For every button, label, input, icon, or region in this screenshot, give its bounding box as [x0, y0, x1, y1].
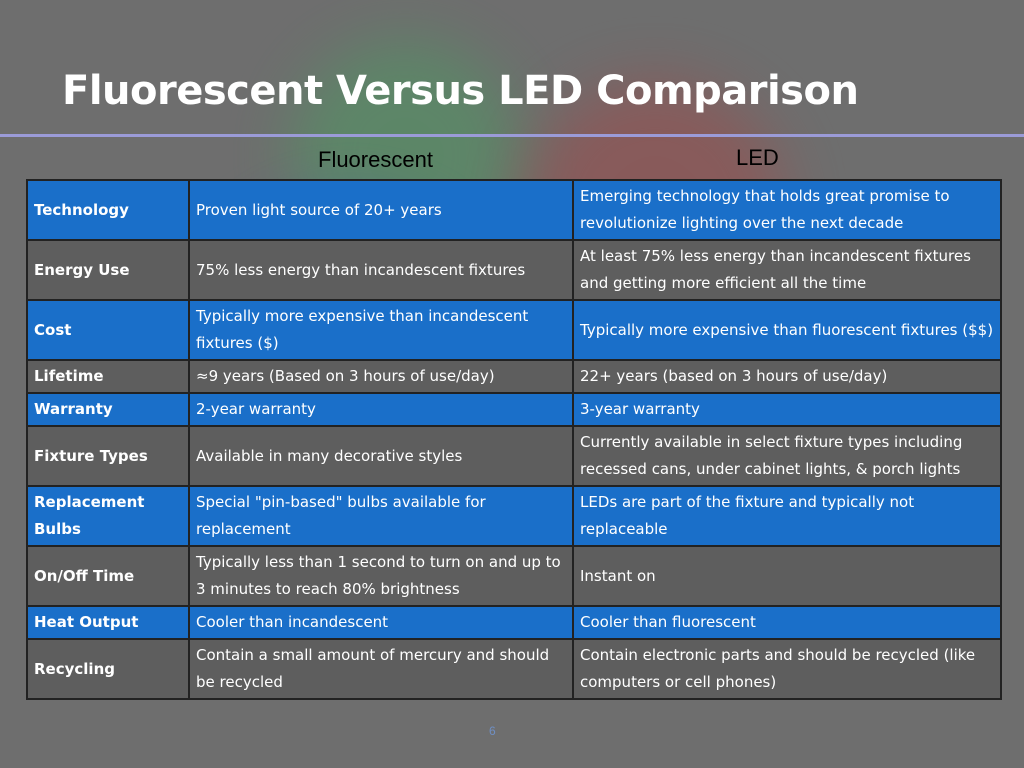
row-label: On/Off Time: [26, 545, 190, 607]
table-row: Replacement Bulbs Special "pin-based" bul…: [26, 485, 1002, 547]
row-label: Warranty: [26, 392, 190, 427]
led-cell: 22+ years (based on 3 hours of use/day): [572, 359, 1002, 394]
fluorescent-cell: Special "pin-based" bulbs available for …: [188, 485, 574, 547]
fluorescent-cell: Typically more expensive than incandesce…: [188, 299, 574, 361]
row-label: Replacement Bulbs: [26, 485, 190, 547]
title-divider: [0, 134, 1024, 137]
row-label: Technology: [26, 179, 190, 241]
led-cell: Contain electronic parts and should be r…: [572, 638, 1002, 700]
row-label: Fixture Types: [26, 425, 190, 487]
led-cell: LEDs are part of the fixture and typical…: [572, 485, 1002, 547]
comparison-table: Technology Proven light source of 20+ yea…: [26, 179, 1002, 700]
table-row: Energy Use 75% less energy than incandesc…: [26, 239, 1002, 301]
slide-title: Fluorescent Versus LED Comparison: [62, 68, 859, 114]
column-header-fluorescent: Fluorescent: [318, 147, 433, 172]
fluorescent-cell: Typically less than 1 second to turn on …: [188, 545, 574, 607]
row-label: Heat Output: [26, 605, 190, 640]
led-cell: Cooler than fluorescent: [572, 605, 1002, 640]
row-label: Cost: [26, 299, 190, 361]
table-row: Technology Proven light source of 20+ yea…: [26, 179, 1002, 241]
table-row: Lifetime ≈9 years (Based on 3 hours of us…: [26, 359, 1002, 394]
led-cell: Instant on: [572, 545, 1002, 607]
table-row: Cost Typically more expensive than incand…: [26, 299, 1002, 361]
page-number: 6: [489, 724, 496, 738]
led-cell: Currently available in select fixture ty…: [572, 425, 1002, 487]
fluorescent-cell: Cooler than incandescent: [188, 605, 574, 640]
fluorescent-cell: Proven light source of 20+ years: [188, 179, 574, 241]
table-row: Heat Output Cooler than incandescent Coole…: [26, 605, 1002, 640]
table-row: On/Off Time Typically less than 1 second …: [26, 545, 1002, 607]
led-cell: At least 75% less energy than incandesce…: [572, 239, 1002, 301]
led-cell: Typically more expensive than fluorescen…: [572, 299, 1002, 361]
column-header-led: LED: [736, 145, 779, 170]
fluorescent-cell: Available in many decorative styles: [188, 425, 574, 487]
row-label: Energy Use: [26, 239, 190, 301]
fluorescent-cell: ≈9 years (Based on 3 hours of use/day): [188, 359, 574, 394]
row-label: Lifetime: [26, 359, 190, 394]
comparison-table-body: Technology Proven light source of 20+ yea…: [26, 179, 1002, 700]
led-cell: 3-year warranty: [572, 392, 1002, 427]
table-row: Fixture Types Available in many decorativ…: [26, 425, 1002, 487]
table-row: Recycling Contain a small amount of mercu…: [26, 638, 1002, 700]
table-row: Warranty 2-year warranty 3-year warranty: [26, 392, 1002, 427]
fluorescent-cell: Contain a small amount of mercury and sh…: [188, 638, 574, 700]
row-label: Recycling: [26, 638, 190, 700]
fluorescent-cell: 2-year warranty: [188, 392, 574, 427]
led-cell: Emerging technology that holds great pro…: [572, 179, 1002, 241]
fluorescent-cell: 75% less energy than incandescent fixtur…: [188, 239, 574, 301]
